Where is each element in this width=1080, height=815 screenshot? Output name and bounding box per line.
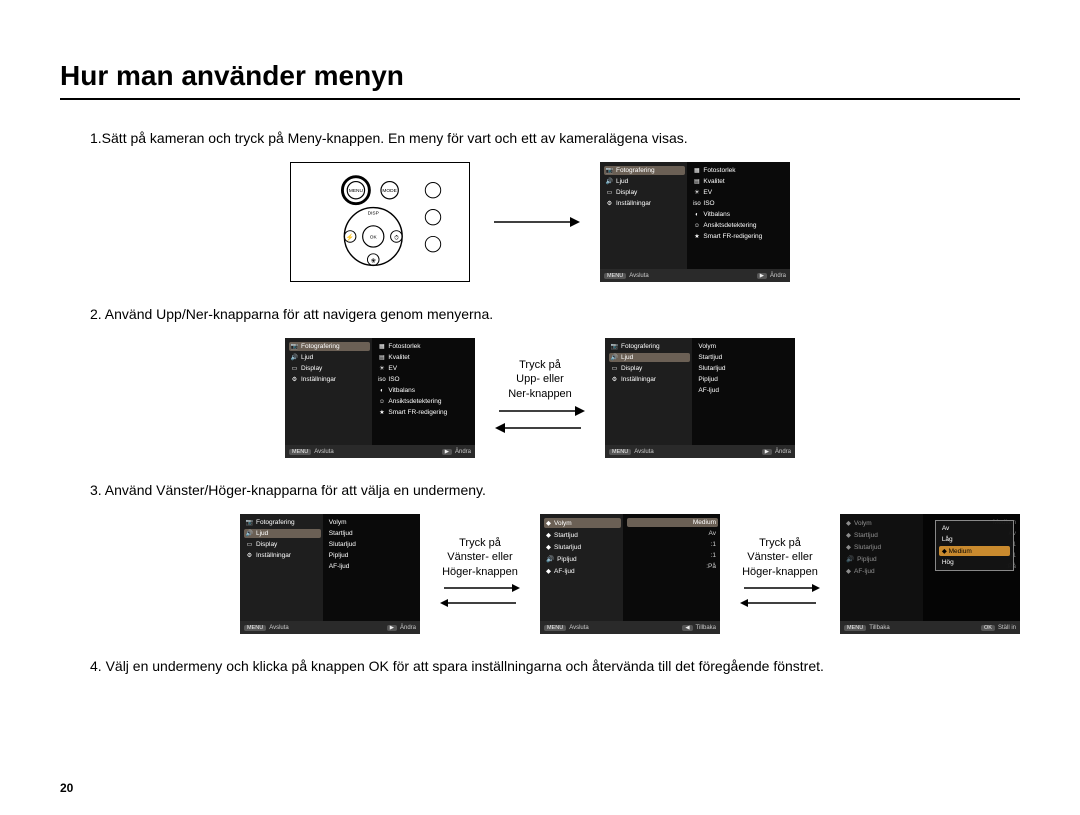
menu-item-settings: ⚙Inställningar — [604, 199, 685, 208]
gear-icon: ⚙ — [606, 200, 613, 207]
opt-medium: ◆ Medium — [939, 546, 1010, 556]
footer-right-btn: ▶ — [757, 273, 767, 279]
sub-smartfr: ★Smart FR-redigering — [691, 232, 788, 241]
step-3-text: 3. Använd Vänster/Höger-knapparna för at… — [90, 482, 1020, 498]
page-title: Hur man använder menyn — [60, 60, 1020, 100]
lcd-screen-foto-2: 📷Fotografering 🔊Ljud ▭Display ⚙Inställni… — [285, 338, 475, 458]
sub-iso: isoISO — [691, 199, 788, 208]
arrow-right-1 — [490, 212, 580, 232]
svg-text:OK: OK — [370, 234, 378, 240]
footer-menu-btn: MENU — [604, 273, 626, 279]
lcd-screen-foto: 📷Fotografering 🔊Ljud ▭Display ⚙Inställni… — [600, 162, 790, 282]
lcd-ljud-values: ◆Volym ◆Startljud ◆Slutarljud 🔊Pipljud ◆… — [540, 514, 720, 634]
step-4-text: 4. Välj en undermeny och klicka på knapp… — [90, 658, 1020, 674]
menu-item-display: ▭Display — [604, 188, 685, 197]
arrow-updown: Tryck på Upp- eller Ner-knappen — [495, 358, 585, 438]
sound-icon: 🔊 — [606, 178, 613, 185]
step-3-row: 📷Fotografering 🔊Ljud ▭Display ⚙Inställni… — [240, 514, 1020, 634]
arrow-lr-1: Tryck på Vänster- eller Höger-knappen — [440, 536, 520, 612]
step-1-row: MENU MODE OK DISP ⚡ ⏱ ❀ — [60, 162, 1020, 282]
arrow-lr-2: Tryck på Vänster- eller Höger-knappen — [740, 536, 820, 612]
svg-text:DISP: DISP — [368, 210, 379, 216]
sub-vitbalans: ◐Vitbalans — [691, 210, 788, 219]
camera-icon: 📷 — [606, 167, 613, 174]
camera-diagram: MENU MODE OK DISP ⚡ ⏱ ❀ — [290, 162, 470, 282]
menu-item-fotografering: 📷Fotografering — [604, 166, 685, 175]
volym-popup: Av Låg ◆ Medium Hög — [935, 520, 1014, 571]
lcd-ljud-main: 📷Fotografering 🔊Ljud ▭Display ⚙Inställni… — [240, 514, 420, 634]
svg-text:⏱: ⏱ — [394, 234, 399, 241]
menu-item-ljud: 🔊Ljud — [604, 177, 685, 186]
lcd-screen-ljud: 📷Fotografering 🔊Ljud ▭Display ⚙Inställni… — [605, 338, 795, 458]
sub-fotostorlek: ▦Fotostorlek — [691, 166, 788, 175]
arrow-updown-label: Tryck på Upp- eller Ner-knappen — [508, 359, 572, 400]
sub-ansikt: ☺Ansiktsdetektering — [691, 221, 788, 230]
svg-text:⚡: ⚡ — [346, 232, 354, 241]
opt-av: Av — [939, 524, 1010, 533]
sub-ev: ☀EV — [691, 188, 788, 197]
step-2-text: 2. Använd Upp/Ner-knapparna för att navi… — [90, 306, 1020, 322]
svg-text:MENU: MENU — [349, 188, 364, 194]
step-1-text: 1.Sätt på kameran och tryck på Meny-knap… — [90, 130, 1020, 146]
lcd-volym-options: ◆Volym ◆Startljud ◆Slutarljud 🔊Pipljud ◆… — [840, 514, 1020, 634]
sub-kvalitet: ▤Kvalitet — [691, 177, 788, 186]
display-icon: ▭ — [606, 189, 613, 196]
page-number: 20 — [60, 781, 73, 795]
step-2-row: 📷Fotografering 🔊Ljud ▭Display ⚙Inställni… — [60, 338, 1020, 458]
opt-lag: Låg — [939, 535, 1010, 544]
opt-hog: Hög — [939, 558, 1010, 567]
svg-text:MODE: MODE — [382, 188, 396, 194]
svg-text:❀: ❀ — [371, 257, 376, 264]
